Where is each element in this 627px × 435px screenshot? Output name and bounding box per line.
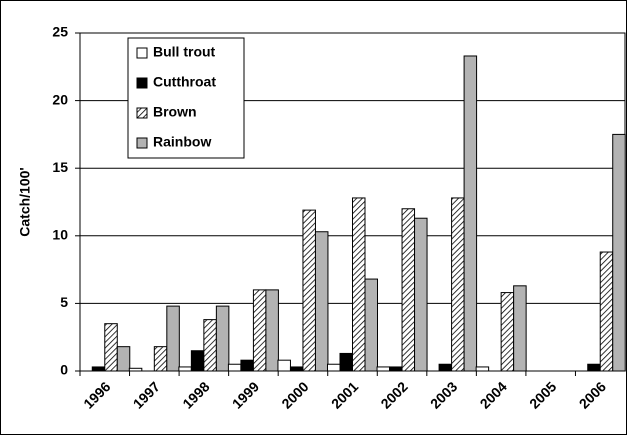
legend-label: Rainbow: [153, 134, 211, 150]
bar: [401, 208, 416, 372]
bar: [389, 366, 403, 372]
y-tick-label: 15: [52, 159, 68, 175]
bar: [277, 359, 291, 372]
bar: [463, 55, 478, 372]
bar: [116, 346, 131, 372]
legend-swatch: [136, 47, 148, 59]
bar: [352, 197, 366, 372]
y-tick-label: 10: [52, 227, 68, 243]
bar: [376, 366, 391, 372]
bar: [500, 292, 515, 372]
bar: [475, 366, 490, 372]
y-tick-label: 25: [52, 24, 68, 40]
bar: [104, 323, 118, 372]
bar: [314, 231, 329, 372]
legend-swatch: [136, 107, 148, 119]
legend-label: Brown: [153, 104, 197, 120]
bar: [240, 359, 254, 372]
bar: [339, 352, 353, 372]
bar: [364, 278, 378, 372]
bar: [513, 285, 527, 372]
legend-swatch: [136, 77, 148, 89]
y-tick-label: 20: [52, 91, 68, 107]
bar: [190, 350, 205, 372]
bar: [215, 305, 230, 372]
bar: [289, 366, 304, 372]
y-tick-label: 0: [60, 362, 68, 378]
bar: [302, 209, 316, 372]
legend-swatch: [136, 137, 148, 149]
bar: [438, 363, 453, 372]
bar: [587, 363, 601, 372]
bar: [414, 217, 428, 372]
bar: [265, 289, 279, 372]
bar: [327, 363, 341, 372]
bar: [91, 366, 106, 372]
bar: [451, 197, 465, 372]
bar: [227, 363, 242, 372]
bar: [612, 133, 626, 372]
y-tick-label: 5: [60, 294, 68, 310]
legend-label: Cutthroat: [153, 74, 216, 90]
bar: [153, 346, 168, 372]
legend-label: Bull trout: [153, 44, 216, 60]
bar: [166, 305, 180, 372]
bar: [252, 289, 267, 372]
bar: [178, 366, 192, 372]
y-axis-label: Catch/100': [17, 167, 33, 236]
bar: [599, 251, 614, 372]
bar: [203, 319, 217, 372]
